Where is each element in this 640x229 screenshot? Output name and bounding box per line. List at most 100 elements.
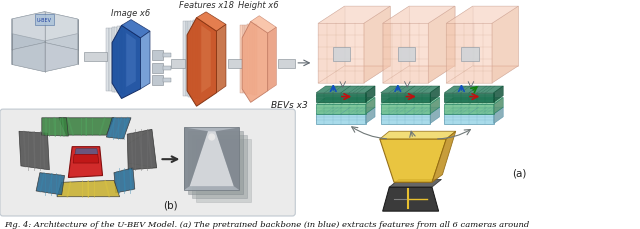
Polygon shape	[216, 25, 226, 93]
Polygon shape	[381, 98, 440, 105]
Bar	[163, 54, 171, 58]
Bar	[243, 26, 245, 94]
Bar	[152, 76, 163, 86]
Polygon shape	[383, 24, 428, 84]
Polygon shape	[12, 35, 45, 72]
Polygon shape	[59, 118, 114, 136]
Bar	[278, 60, 295, 68]
Polygon shape	[184, 128, 208, 190]
Polygon shape	[432, 132, 456, 183]
Polygon shape	[365, 108, 375, 124]
Bar	[184, 128, 239, 190]
Polygon shape	[389, 180, 442, 187]
Bar	[183, 22, 186, 96]
Bar	[228, 60, 242, 68]
Polygon shape	[409, 7, 455, 66]
Bar	[35, 15, 54, 26]
Text: BEVs x3: BEVs x3	[271, 100, 308, 109]
Polygon shape	[444, 114, 493, 124]
Bar	[240, 26, 243, 93]
Polygon shape	[446, 24, 492, 84]
Polygon shape	[345, 7, 390, 66]
Polygon shape	[45, 13, 77, 51]
Polygon shape	[383, 7, 455, 24]
Polygon shape	[381, 108, 440, 114]
Text: (a): (a)	[512, 168, 527, 178]
Polygon shape	[12, 43, 77, 72]
Bar	[106, 29, 109, 91]
Bar	[198, 21, 200, 99]
Polygon shape	[493, 87, 503, 103]
Polygon shape	[106, 118, 131, 139]
Bar	[163, 79, 171, 83]
Text: Features x18: Features x18	[179, 1, 234, 10]
Polygon shape	[493, 98, 503, 114]
Polygon shape	[318, 7, 390, 24]
Bar	[398, 48, 415, 62]
Polygon shape	[444, 98, 503, 105]
Polygon shape	[318, 7, 345, 84]
Polygon shape	[316, 98, 375, 105]
Bar	[152, 64, 163, 73]
Polygon shape	[446, 7, 473, 84]
Polygon shape	[318, 24, 364, 84]
Polygon shape	[383, 187, 438, 211]
Polygon shape	[112, 26, 141, 99]
FancyBboxPatch shape	[0, 110, 295, 216]
Bar	[193, 21, 196, 98]
Polygon shape	[122, 20, 150, 39]
Bar	[115, 28, 117, 93]
Polygon shape	[318, 66, 390, 84]
Circle shape	[209, 135, 214, 140]
Polygon shape	[45, 35, 77, 72]
Bar	[111, 28, 115, 92]
Polygon shape	[127, 130, 157, 170]
Polygon shape	[444, 93, 493, 103]
Bar	[120, 27, 122, 94]
Text: Height x6: Height x6	[238, 1, 278, 10]
Polygon shape	[383, 7, 409, 84]
Bar	[252, 25, 255, 95]
Bar	[122, 26, 125, 94]
Bar	[152, 51, 163, 61]
Bar	[250, 25, 253, 95]
Polygon shape	[216, 128, 239, 190]
Polygon shape	[380, 132, 456, 139]
Polygon shape	[19, 132, 49, 170]
Polygon shape	[316, 93, 365, 103]
Polygon shape	[444, 105, 493, 114]
Polygon shape	[68, 147, 102, 178]
Polygon shape	[202, 26, 211, 93]
Polygon shape	[316, 108, 375, 114]
Bar	[192, 136, 247, 198]
Polygon shape	[128, 130, 157, 168]
Polygon shape	[430, 108, 440, 124]
Bar	[245, 26, 248, 94]
Polygon shape	[114, 168, 135, 193]
Bar	[461, 48, 479, 62]
Polygon shape	[383, 66, 455, 84]
Polygon shape	[126, 34, 136, 87]
Polygon shape	[365, 98, 375, 114]
Text: Fig. 4: Architecture of the U-BEV Model. (a) The pretrained backbone (in blue) e: Fig. 4: Architecture of the U-BEV Model.…	[4, 220, 529, 228]
Polygon shape	[36, 173, 65, 195]
Polygon shape	[141, 32, 150, 90]
Bar	[186, 22, 188, 97]
Polygon shape	[316, 114, 365, 124]
Polygon shape	[444, 87, 503, 93]
Bar	[171, 60, 185, 68]
Polygon shape	[316, 105, 365, 114]
Polygon shape	[196, 13, 226, 32]
Text: (b): (b)	[164, 199, 178, 210]
Polygon shape	[381, 87, 440, 93]
Polygon shape	[380, 139, 446, 183]
Polygon shape	[493, 108, 503, 124]
Polygon shape	[381, 114, 430, 124]
Polygon shape	[189, 132, 234, 186]
Polygon shape	[12, 13, 45, 51]
Bar	[84, 53, 108, 62]
Bar	[190, 22, 193, 98]
Polygon shape	[242, 22, 268, 103]
Polygon shape	[57, 181, 120, 197]
Bar	[117, 27, 120, 93]
